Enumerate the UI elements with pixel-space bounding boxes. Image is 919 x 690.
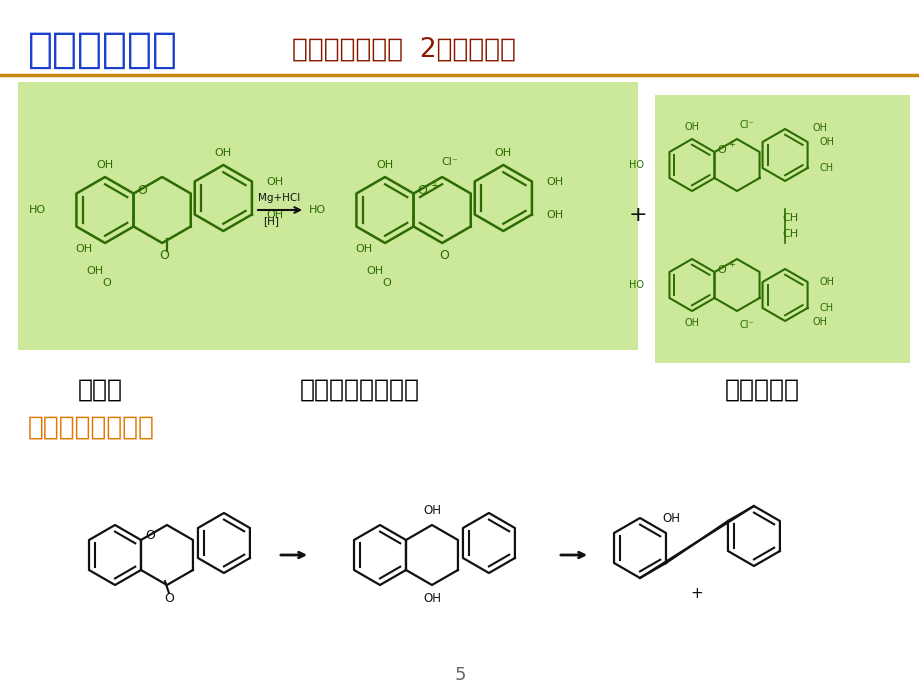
Bar [18, 82, 637, 350]
Text: OH: OH [819, 277, 834, 287]
Text: OH: OH [494, 148, 511, 158]
Text: [H]: [H] [263, 216, 278, 226]
Text: O: O [417, 184, 427, 197]
Text: Mg+HCl: Mg+HCl [257, 193, 300, 203]
Text: OH: OH [684, 122, 698, 132]
Text: OH: OH [546, 177, 562, 186]
Text: OH: OH [811, 317, 826, 327]
Text: +: + [728, 139, 734, 148]
Text: O: O [164, 593, 174, 606]
Text: HO: HO [629, 280, 644, 290]
Text: CH: CH [819, 303, 833, 313]
Text: OH: OH [266, 177, 283, 186]
Text: OH: OH [662, 513, 679, 526]
Text: +: + [429, 181, 437, 190]
Text: 花色苷元（红色）: 花色苷元（红色） [300, 378, 420, 402]
Text: OH: OH [819, 137, 834, 147]
Text: CH: CH [781, 229, 797, 239]
Text: O: O [138, 184, 147, 197]
Text: OH: OH [811, 123, 826, 133]
Bar [654, 95, 909, 363]
Text: +: + [728, 259, 734, 268]
Text: O: O [382, 278, 391, 288]
Text: O: O [103, 278, 111, 288]
Text: 双花色苷元: 双花色苷元 [724, 378, 799, 402]
Text: OH: OH [214, 148, 232, 158]
Text: +: + [690, 586, 702, 602]
Text: O: O [159, 248, 169, 262]
Text: O: O [717, 145, 726, 155]
Text: HO: HO [28, 205, 46, 215]
Text: OH: OH [355, 244, 371, 254]
Text: O: O [438, 248, 448, 262]
Text: Cl⁻: Cl⁻ [739, 320, 754, 330]
Text: CH: CH [819, 163, 833, 173]
Text: OH: OH [366, 266, 383, 276]
Text: CH: CH [781, 213, 797, 223]
Text: Cl⁻: Cl⁻ [441, 157, 458, 167]
Text: OH: OH [546, 210, 562, 219]
Text: OH: OH [74, 244, 92, 254]
Text: OH: OH [86, 266, 104, 276]
Text: OH: OH [423, 504, 440, 518]
Text: OH: OH [423, 593, 440, 606]
Text: 5: 5 [454, 666, 465, 684]
Text: 二、理化性质: 二、理化性质 [28, 29, 177, 71]
Text: OH: OH [266, 210, 283, 219]
Text: HO: HO [309, 205, 325, 215]
Text: O: O [717, 265, 726, 275]
Text: OH: OH [96, 160, 113, 170]
Text: 生成阳碳离子所致: 生成阳碳离子所致 [28, 415, 154, 441]
Text: OH: OH [684, 318, 698, 328]
Text: +: + [628, 205, 647, 225]
Text: Cl⁻: Cl⁻ [739, 120, 754, 130]
Text: OH: OH [376, 160, 393, 170]
Text: （一）化学性质  2、颜色反应: （一）化学性质 2、颜色反应 [291, 37, 516, 63]
Text: 槲皮素: 槲皮素 [77, 378, 122, 402]
Text: HO: HO [629, 160, 644, 170]
Text: O: O [145, 529, 154, 542]
